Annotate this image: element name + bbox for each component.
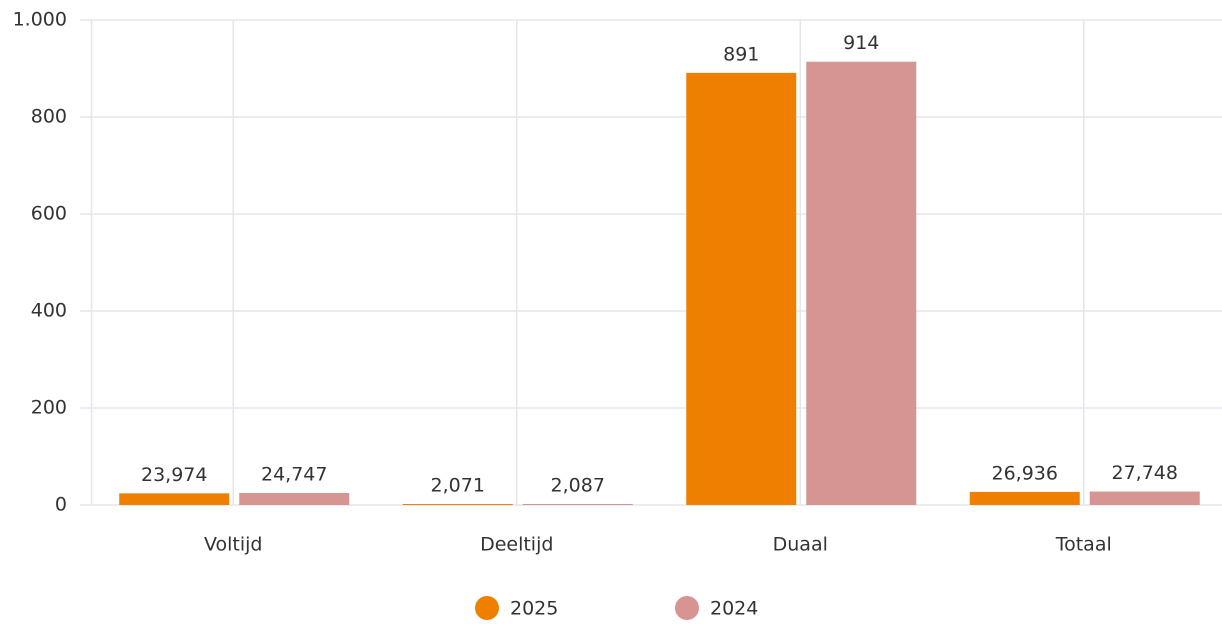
y-tick-label: 600 (31, 203, 67, 225)
y-tick-label: 400 (31, 300, 67, 322)
bar (522, 503, 633, 505)
x-tick-label: Deeltijd (480, 534, 553, 556)
bar (239, 492, 350, 505)
legend-label: 2025 (510, 598, 558, 620)
x-tick-label: Duaal (773, 534, 828, 556)
data-label: 23,974 (141, 464, 207, 486)
bar (1089, 491, 1200, 505)
y-tick-label: 800 (31, 106, 67, 128)
bar (806, 61, 917, 506)
data-label: 891 (723, 43, 759, 65)
data-label: 2,071 (431, 474, 485, 496)
y-tick-label: 200 (31, 397, 67, 419)
data-label: 27,748 (1112, 462, 1178, 484)
x-tick-label: Voltijd (204, 534, 263, 556)
legend-label: 2024 (710, 598, 758, 620)
bar (686, 72, 797, 506)
bar (119, 493, 230, 505)
data-label: 26,936 (992, 462, 1058, 484)
y-tick-label: 0 (55, 494, 67, 516)
data-label: 2,087 (551, 474, 605, 496)
data-label: 24,747 (261, 463, 327, 485)
y-tick-label: 1.000 (13, 9, 67, 31)
x-tick-label: Totaal (1055, 534, 1112, 556)
legend-marker (675, 596, 699, 620)
legend-marker (475, 596, 499, 620)
data-label: 914 (843, 32, 879, 54)
bar (402, 503, 513, 505)
bar (969, 491, 1080, 505)
